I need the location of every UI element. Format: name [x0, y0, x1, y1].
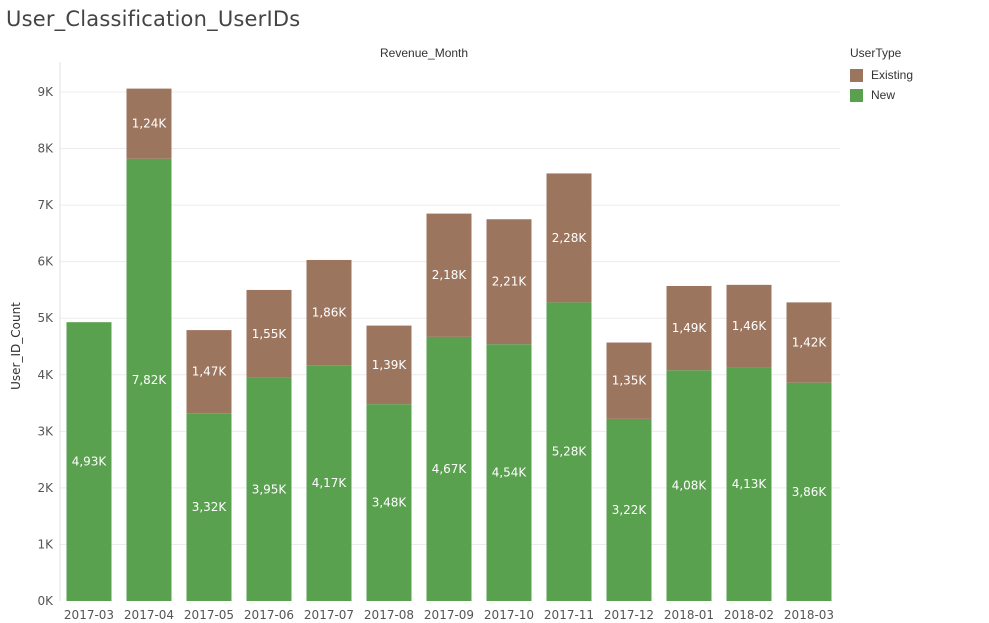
x-tick-label: 2017-09	[424, 608, 474, 622]
bar-segment-existing[interactable]	[486, 219, 532, 345]
y-axis: 0K 1K 2K 3K 4K 5K 6K 7K 8K 9K	[37, 62, 61, 608]
bar-segment-new[interactable]	[126, 158, 172, 602]
column-header: Revenue_Month	[380, 46, 469, 60]
y-tick-label: 8K	[37, 142, 54, 156]
x-tick-label: 2017-06	[244, 608, 294, 622]
bar-segment-existing[interactable]	[546, 173, 592, 303]
bar-segment-new[interactable]	[606, 418, 652, 601]
data-label: 1,24K	[132, 117, 168, 131]
data-label: 1,55K	[252, 327, 288, 341]
x-tick-label: 2017-08	[364, 608, 414, 622]
data-label: 3,95K	[252, 482, 288, 496]
x-tick-label: 2017-11	[544, 608, 594, 622]
legend-label-existing: Existing	[871, 68, 914, 82]
data-label: 3,32K	[192, 500, 228, 514]
legend-label-new: New	[871, 88, 896, 102]
bar-segment-existing[interactable]	[126, 88, 172, 159]
bars: 4,93K 7,82K 1,24K 3,32K 1,47K 3,95K 1,55K 4,17K…	[66, 88, 832, 602]
legend-item-new[interactable]: New	[850, 85, 913, 105]
bar-segment-existing[interactable]	[246, 289, 292, 378]
data-label: 3,48K	[372, 496, 408, 510]
bar-segment-new[interactable]	[186, 413, 232, 601]
x-tick-label: 2017-12	[604, 608, 654, 622]
x-tick-label: 2017-07	[304, 608, 354, 622]
bar-segment-new[interactable]	[366, 404, 412, 601]
data-label: 1,42K	[792, 336, 828, 350]
x-tick-label: 2017-05	[184, 608, 234, 622]
data-label: 7,82K	[132, 373, 168, 387]
data-label: 2,18K	[432, 268, 468, 282]
x-tick-label: 2018-01	[664, 608, 714, 622]
data-label: 4,08K	[672, 479, 708, 493]
bar-segment-existing[interactable]	[306, 259, 352, 366]
bar-segment-existing[interactable]	[426, 213, 472, 337]
bar-segment-new[interactable]	[306, 365, 352, 601]
bar-segment-new[interactable]	[666, 370, 712, 601]
data-label: 2,28K	[552, 231, 588, 245]
data-label: 4,93K	[72, 455, 108, 469]
x-tick-label: 2018-03	[784, 608, 834, 622]
bar-segment-new[interactable]	[786, 382, 832, 601]
legend-item-existing[interactable]: Existing	[850, 65, 913, 85]
y-axis-label: User_ID_Count	[9, 302, 23, 390]
legend-swatch-existing	[850, 68, 863, 82]
y-tick-label: 9K	[37, 85, 54, 99]
y-tick-label: 3K	[37, 424, 54, 438]
x-tick-label: 2017-03	[64, 608, 114, 622]
y-tick-label: 7K	[37, 198, 54, 212]
y-tick-label: 5K	[37, 311, 54, 325]
data-label: 5,28K	[552, 445, 588, 459]
bar-segment-new[interactable]	[486, 344, 532, 601]
bar-segment-new[interactable]	[426, 336, 472, 601]
y-tick-label: 2K	[37, 481, 54, 495]
data-label: 1,49K	[672, 321, 708, 335]
bar-segment-new[interactable]	[246, 377, 292, 601]
data-label: 4,17K	[312, 476, 348, 490]
x-tick-label: 2018-02	[724, 608, 774, 622]
data-label: 1,46K	[732, 319, 768, 333]
y-tick-label: 4K	[37, 368, 54, 382]
bar-segment-existing[interactable]	[666, 285, 712, 371]
data-label: 3,22K	[612, 503, 648, 517]
data-label: 2,21K	[492, 275, 528, 289]
data-label: 1,35K	[612, 374, 648, 388]
page-title: User_Classification_UserIDs	[6, 7, 301, 31]
y-tick-label: 0K	[37, 594, 54, 608]
y-tick-label: 1K	[37, 537, 54, 551]
bar-segment-new[interactable]	[546, 302, 592, 601]
bar-segment-existing[interactable]	[366, 325, 412, 405]
legend-swatch-new	[850, 88, 863, 102]
legend: UserType Existing New	[850, 46, 913, 105]
bar-segment-existing[interactable]	[726, 284, 772, 368]
data-label: 1,39K	[372, 358, 408, 372]
bar-segment-existing[interactable]	[786, 302, 832, 383]
x-axis: 2017-03 2017-04 2017-05 2017-06 2017-07 2017-…	[64, 608, 834, 622]
x-tick-label: 2017-04	[124, 608, 174, 622]
data-label: 4,13K	[732, 477, 768, 491]
data-label: 1,47K	[192, 365, 228, 379]
data-label: 4,67K	[432, 462, 468, 476]
data-label: 1,86K	[312, 306, 348, 320]
x-tick-label: 2017-10	[484, 608, 534, 622]
bar-segment-existing[interactable]	[606, 342, 652, 419]
y-tick-label: 6K	[37, 255, 54, 269]
data-label: 3,86K	[792, 485, 828, 499]
bar-segment-existing[interactable]	[186, 330, 232, 414]
data-label: 4,54K	[492, 466, 528, 480]
legend-title: UserType	[850, 46, 902, 60]
bar-segment-new[interactable]	[726, 367, 772, 601]
bar-segment-new[interactable]	[66, 322, 112, 601]
